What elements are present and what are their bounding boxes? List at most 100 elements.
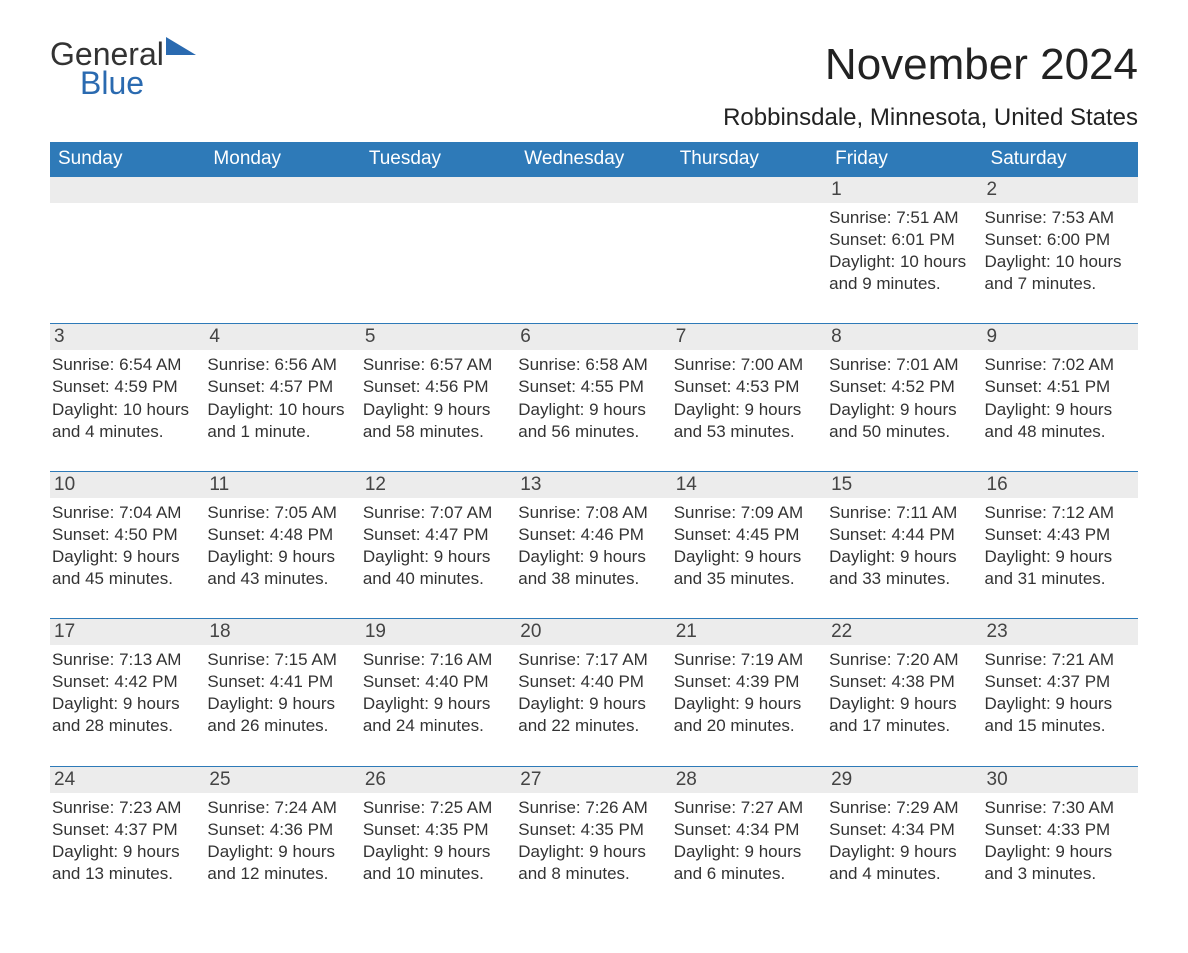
day-cell: 2Sunrise: 7:53 AMSunset: 6:00 PMDaylight… xyxy=(983,177,1138,323)
day-cell: 12Sunrise: 7:07 AMSunset: 4:47 PMDayligh… xyxy=(361,472,516,618)
dow-tuesday: Tuesday xyxy=(361,142,516,176)
day-cell: 14Sunrise: 7:09 AMSunset: 4:45 PMDayligh… xyxy=(672,472,827,618)
sunset-line: Sunset: 4:34 PM xyxy=(829,819,976,841)
sunrise-line: Sunrise: 7:08 AM xyxy=(518,502,665,524)
daylight-line: and 24 minutes. xyxy=(363,715,510,737)
day-body: Sunrise: 7:21 AMSunset: 4:37 PMDaylight:… xyxy=(985,649,1132,737)
daylight-line: Daylight: 9 hours xyxy=(363,399,510,421)
day-body: Sunrise: 7:04 AMSunset: 4:50 PMDaylight:… xyxy=(52,502,199,590)
day-body: Sunrise: 7:23 AMSunset: 4:37 PMDaylight:… xyxy=(52,797,199,885)
sunset-line: Sunset: 4:59 PM xyxy=(52,376,199,398)
day-body: Sunrise: 7:51 AMSunset: 6:01 PMDaylight:… xyxy=(829,207,976,295)
day-cell: 30 Sunrise: 7:30 AMSunset: 4:33 PMDayligh… xyxy=(983,767,1138,913)
day-body: Sunrise: 7:20 AMSunset: 4:38 PMDaylight:… xyxy=(829,649,976,737)
day-number: 4 xyxy=(205,324,360,350)
day-cell: 22 Sunrise: 7:20 AMSunset: 4:38 PMDayligh… xyxy=(827,619,982,765)
daylight-line: and 33 minutes. xyxy=(829,568,976,590)
sunrise-line: Sunrise: 7:23 AM xyxy=(52,797,199,819)
sunrise-line: Sunrise: 7:07 AM xyxy=(363,502,510,524)
daylight-line: Daylight: 10 hours xyxy=(829,251,976,273)
daylight-line: Daylight: 9 hours xyxy=(518,399,665,421)
day-body: Sunrise: 7:11 AMSunset: 4:44 PMDaylight:… xyxy=(829,502,976,590)
week-row: 1Sunrise: 7:51 AMSunset: 6:01 PMDaylight… xyxy=(50,176,1138,323)
day-body: Sunrise: 7:30 AMSunset: 4:33 PMDaylight:… xyxy=(985,797,1132,885)
day-body: Sunrise: 7:09 AMSunset: 4:45 PMDaylight:… xyxy=(674,502,821,590)
sunrise-line: Sunrise: 6:58 AM xyxy=(518,354,665,376)
week-row: 24Sunrise: 7:23 AMSunset: 4:37 PMDayligh… xyxy=(50,766,1138,913)
daylight-line: Daylight: 9 hours xyxy=(52,841,199,863)
day-body: Sunrise: 7:24 AMSunset: 4:36 PMDaylight:… xyxy=(207,797,354,885)
month-title: November 2024 xyxy=(723,40,1138,90)
sunset-line: Sunset: 4:50 PM xyxy=(52,524,199,546)
day-body: Sunrise: 6:57 AMSunset: 4:56 PMDaylight:… xyxy=(363,354,510,442)
day-cell: 18Sunrise: 7:15 AMSunset: 4:41 PMDayligh… xyxy=(205,619,360,765)
daylight-line: and 28 minutes. xyxy=(52,715,199,737)
sunrise-line: Sunrise: 6:56 AM xyxy=(207,354,354,376)
daylight-line: Daylight: 9 hours xyxy=(674,546,821,568)
day-body: Sunrise: 7:02 AMSunset: 4:51 PMDaylight:… xyxy=(985,354,1132,442)
day-body: Sunrise: 7:27 AMSunset: 4:34 PMDaylight:… xyxy=(674,797,821,885)
day-number: 30 xyxy=(983,767,1138,793)
sunrise-line: Sunrise: 7:19 AM xyxy=(674,649,821,671)
day-cell: 6 Sunrise: 6:58 AMSunset: 4:55 PMDaylight… xyxy=(516,324,671,470)
daylight-line: and 43 minutes. xyxy=(207,568,354,590)
daylight-line: and 4 minutes. xyxy=(829,863,976,885)
day-number: 13 xyxy=(516,472,671,498)
daylight-line: and 15 minutes. xyxy=(985,715,1132,737)
sunset-line: Sunset: 4:35 PM xyxy=(518,819,665,841)
sunset-line: Sunset: 4:40 PM xyxy=(363,671,510,693)
day-cell xyxy=(50,177,205,323)
sunrise-line: Sunrise: 7:02 AM xyxy=(985,354,1132,376)
day-body: Sunrise: 7:12 AMSunset: 4:43 PMDaylight:… xyxy=(985,502,1132,590)
day-body: Sunrise: 7:25 AMSunset: 4:35 PMDaylight:… xyxy=(363,797,510,885)
sunrise-line: Sunrise: 7:00 AM xyxy=(674,354,821,376)
day-number: 6 xyxy=(516,324,671,350)
day-cell: 19Sunrise: 7:16 AMSunset: 4:40 PMDayligh… xyxy=(361,619,516,765)
sunrise-line: Sunrise: 7:16 AM xyxy=(363,649,510,671)
day-body: Sunrise: 7:08 AMSunset: 4:46 PMDaylight:… xyxy=(518,502,665,590)
sunrise-line: Sunrise: 7:20 AM xyxy=(829,649,976,671)
daylight-line: and 58 minutes. xyxy=(363,421,510,443)
day-number: 22 xyxy=(827,619,982,645)
sunrise-line: Sunrise: 7:17 AM xyxy=(518,649,665,671)
daylight-line: and 53 minutes. xyxy=(674,421,821,443)
sunrise-line: Sunrise: 7:13 AM xyxy=(52,649,199,671)
sunrise-line: Sunrise: 7:51 AM xyxy=(829,207,976,229)
day-body: Sunrise: 6:54 AMSunset: 4:59 PMDaylight:… xyxy=(52,354,199,442)
sunset-line: Sunset: 4:56 PM xyxy=(363,376,510,398)
sunset-line: Sunset: 4:55 PM xyxy=(518,376,665,398)
daylight-line: Daylight: 9 hours xyxy=(363,693,510,715)
day-cell: 26Sunrise: 7:25 AMSunset: 4:35 PMDayligh… xyxy=(361,767,516,913)
daylight-line: Daylight: 9 hours xyxy=(829,693,976,715)
day-number: 7 xyxy=(672,324,827,350)
daylight-line: Daylight: 9 hours xyxy=(518,546,665,568)
sunrise-line: Sunrise: 7:15 AM xyxy=(207,649,354,671)
day-number: 3 xyxy=(50,324,205,350)
sunset-line: Sunset: 4:48 PM xyxy=(207,524,354,546)
sunrise-line: Sunrise: 7:27 AM xyxy=(674,797,821,819)
day-number: 9 xyxy=(983,324,1138,350)
day-body: Sunrise: 7:16 AMSunset: 4:40 PMDaylight:… xyxy=(363,649,510,737)
day-number xyxy=(516,177,671,203)
daylight-line: Daylight: 9 hours xyxy=(985,546,1132,568)
sunrise-line: Sunrise: 7:04 AM xyxy=(52,502,199,524)
day-cell: 20Sunrise: 7:17 AMSunset: 4:40 PMDayligh… xyxy=(516,619,671,765)
sunset-line: Sunset: 4:38 PM xyxy=(829,671,976,693)
sunset-line: Sunset: 4:33 PM xyxy=(985,819,1132,841)
week-row: 10Sunrise: 7:04 AMSunset: 4:50 PMDayligh… xyxy=(50,471,1138,618)
day-cell: 1Sunrise: 7:51 AMSunset: 6:01 PMDaylight… xyxy=(827,177,982,323)
day-cell xyxy=(361,177,516,323)
daylight-line: Daylight: 9 hours xyxy=(829,841,976,863)
sunset-line: Sunset: 4:42 PM xyxy=(52,671,199,693)
day-cell xyxy=(672,177,827,323)
daylight-line: and 13 minutes. xyxy=(52,863,199,885)
day-cell: 10Sunrise: 7:04 AMSunset: 4:50 PMDayligh… xyxy=(50,472,205,618)
sunrise-line: Sunrise: 7:26 AM xyxy=(518,797,665,819)
day-body: Sunrise: 7:07 AMSunset: 4:47 PMDaylight:… xyxy=(363,502,510,590)
day-cell: 15Sunrise: 7:11 AMSunset: 4:44 PMDayligh… xyxy=(827,472,982,618)
calendar-page: General Blue November 2024 Robbinsdale, … xyxy=(0,0,1188,953)
day-number: 28 xyxy=(672,767,827,793)
sunset-line: Sunset: 4:36 PM xyxy=(207,819,354,841)
day-cell: 16Sunrise: 7:12 AMSunset: 4:43 PMDayligh… xyxy=(983,472,1138,618)
sunset-line: Sunset: 4:51 PM xyxy=(985,376,1132,398)
